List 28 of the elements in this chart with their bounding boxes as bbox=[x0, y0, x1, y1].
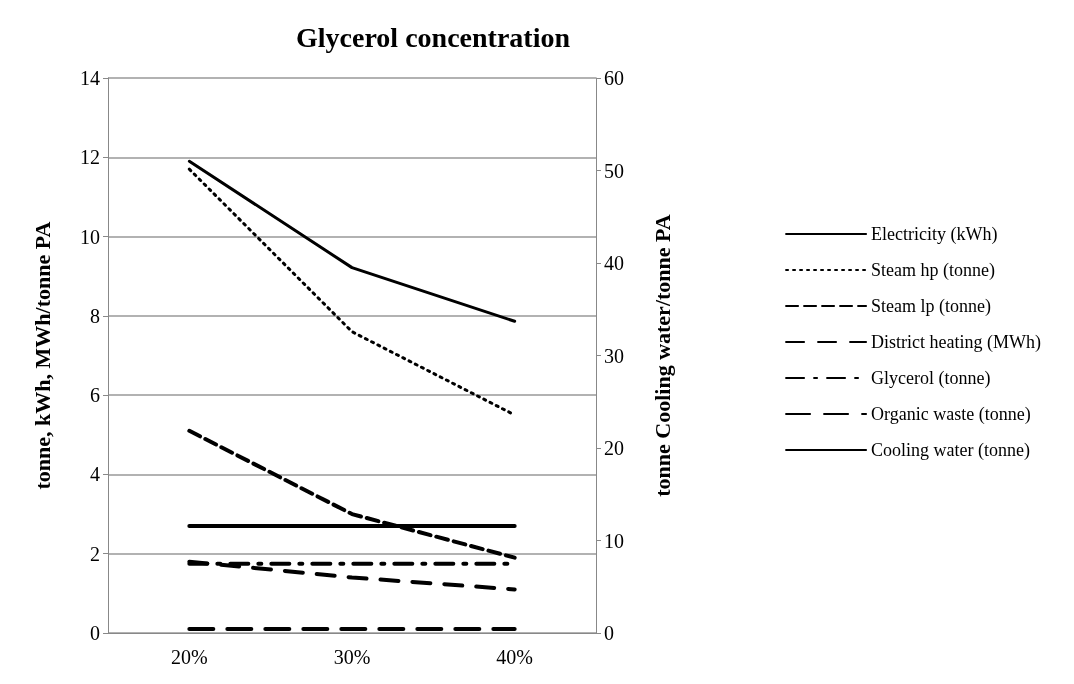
legend-label: Organic waste (tonne) bbox=[871, 404, 1031, 425]
legend-label: Steam hp (tonne) bbox=[871, 260, 996, 281]
chart-title: Glycerol concentration bbox=[296, 21, 571, 53]
y-tick-label: 10 bbox=[80, 225, 100, 248]
y2-tick-label: 50 bbox=[604, 159, 624, 182]
y-axis-title: tonne, kWh, MWh/tonne PA bbox=[29, 221, 55, 490]
y2-tick-label: 20 bbox=[604, 437, 624, 459]
y2-tick-label: 60 bbox=[604, 67, 624, 89]
y2-axis-title: tonne Cooling water/tonne PA bbox=[649, 214, 675, 497]
y2-tick-label: 0 bbox=[604, 622, 614, 644]
y-tick-label: 12 bbox=[80, 146, 100, 169]
y-tick-label: 4 bbox=[90, 463, 100, 486]
legend-label: Cooling water (tonne) bbox=[871, 440, 1031, 461]
legend-label: Steam lp (tonne) bbox=[871, 296, 992, 317]
y-tick-label: 2 bbox=[90, 542, 100, 565]
y2-tick-label: 40 bbox=[604, 252, 624, 274]
y-tick-label: 8 bbox=[90, 304, 100, 327]
legend-label: Electricity (kWh) bbox=[871, 224, 998, 245]
y2-tick-label: 30 bbox=[604, 344, 624, 367]
legend-label: District heating (MWh) bbox=[871, 332, 1042, 353]
legend-label: Glycerol (tonne) bbox=[871, 368, 991, 389]
x-tick-label: 30% bbox=[333, 646, 371, 668]
x-tick-label: 20% bbox=[171, 646, 208, 668]
y-tick-label: 0 bbox=[90, 622, 100, 644]
y2-tick-label: 10 bbox=[604, 529, 624, 552]
x-tick-label: 40% bbox=[496, 646, 533, 668]
y-tick-label: 6 bbox=[90, 384, 100, 407]
y-tick-label: 14 bbox=[80, 67, 100, 89]
